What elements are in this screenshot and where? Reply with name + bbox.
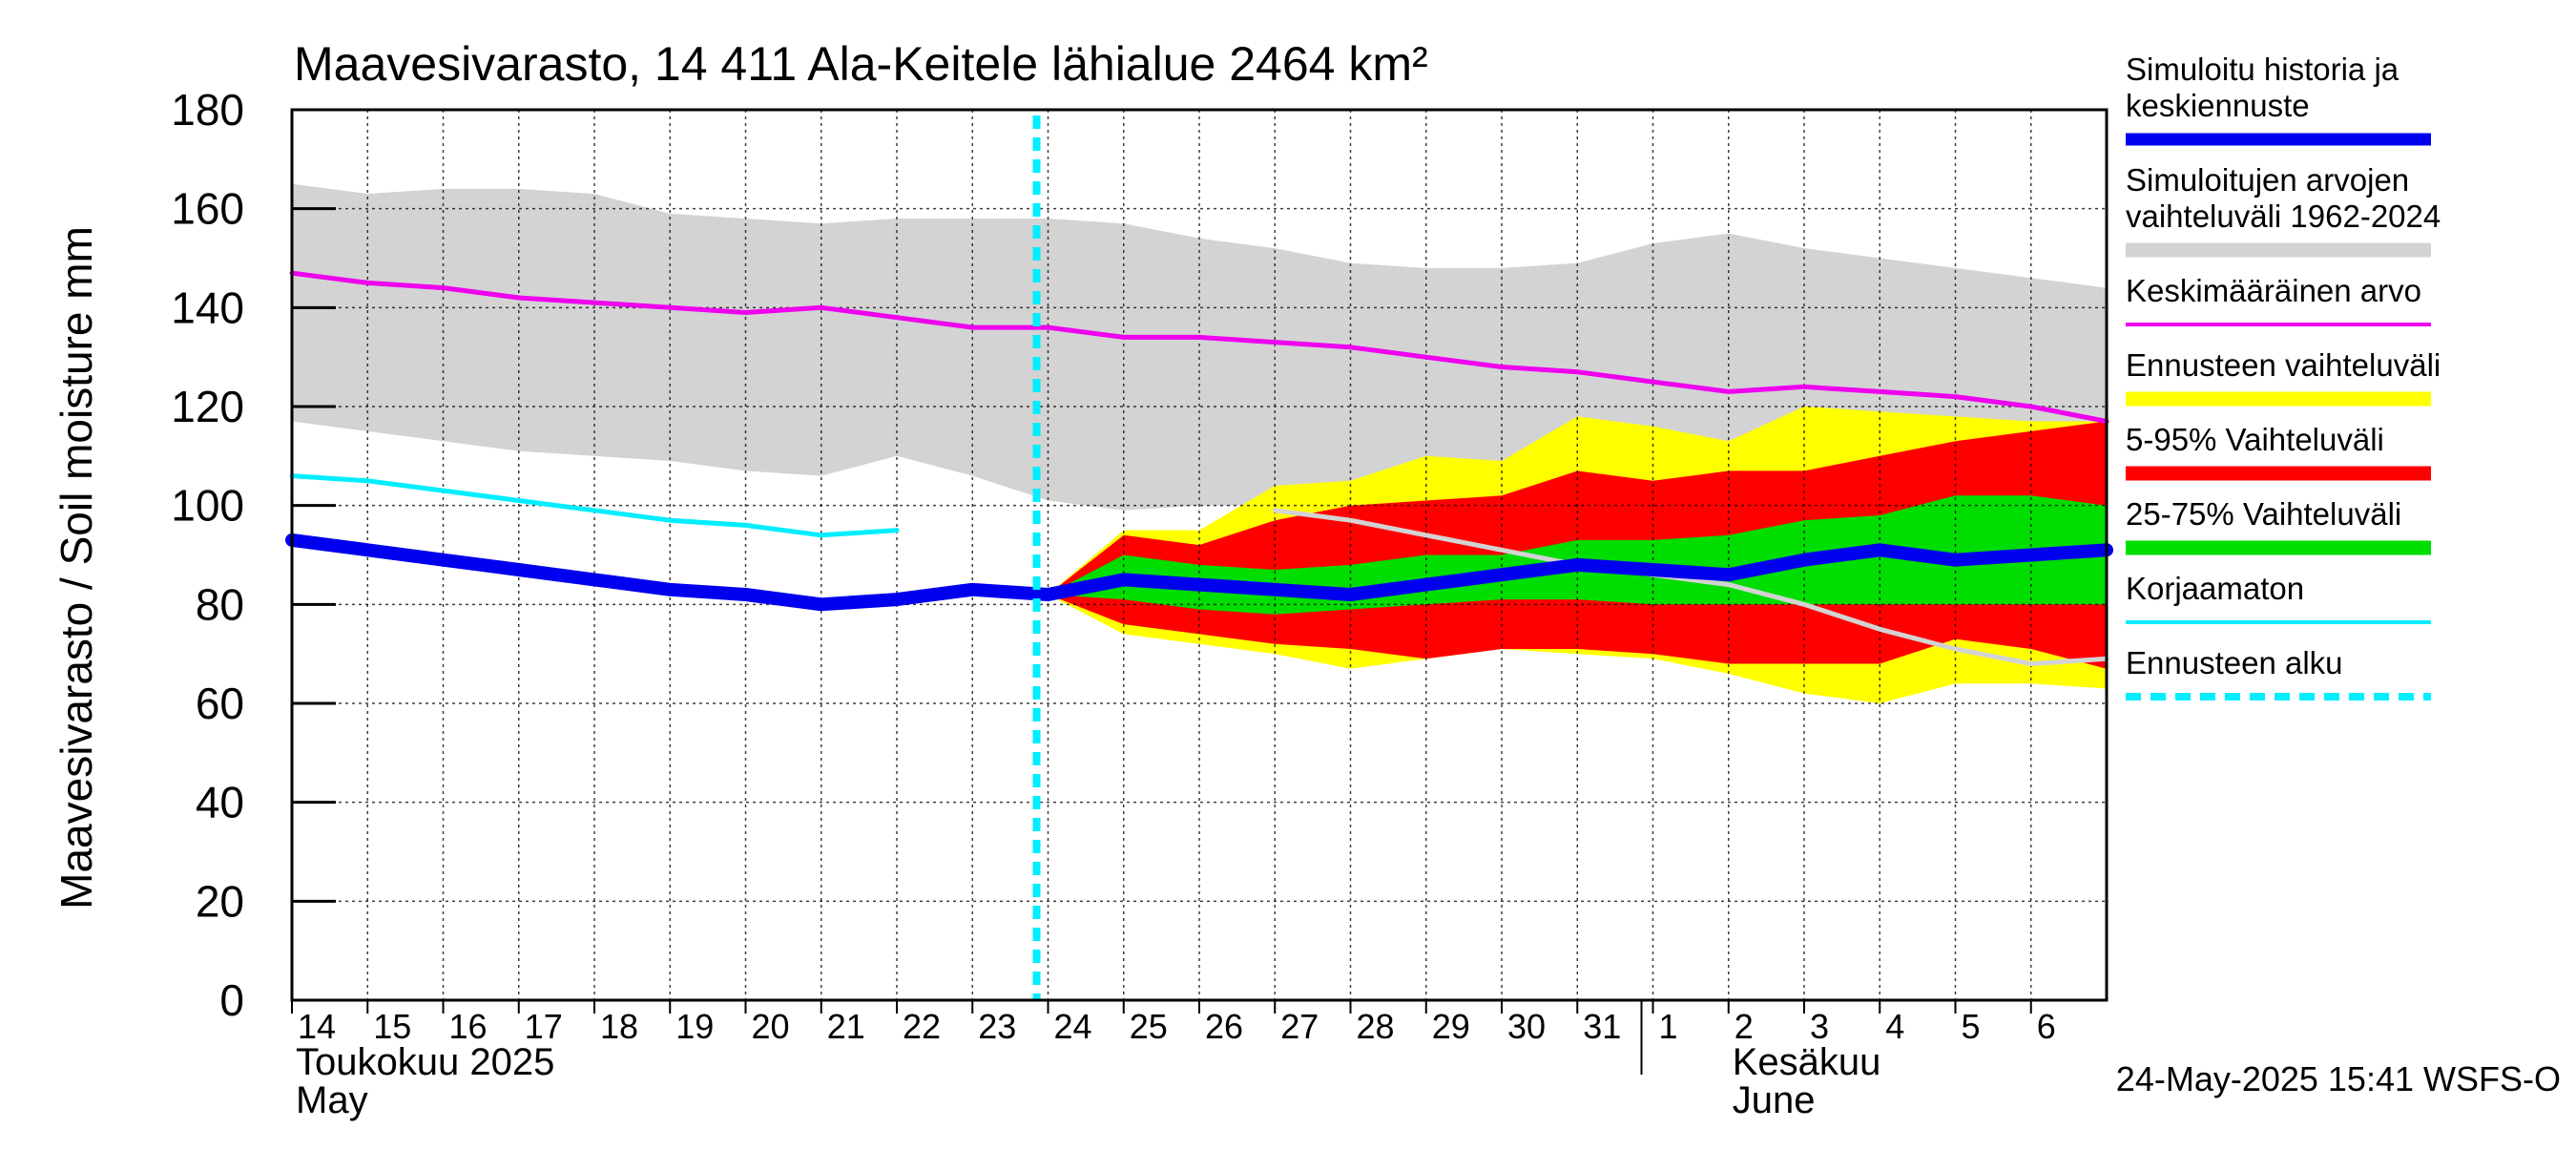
x-tick-label-5: 5 bbox=[1962, 1007, 1981, 1046]
timestamp: 24-May-2025 15:41 WSFS-O bbox=[2116, 1059, 2561, 1098]
line-mean bbox=[289, 270, 2109, 424]
line-gray_line bbox=[1272, 508, 2109, 666]
x-tick-label-25: 25 bbox=[1130, 1007, 1168, 1046]
y-tick-label-80: 80 bbox=[196, 579, 244, 629]
legend-label-forecast_range: Ennusteen vaihteluväli bbox=[2126, 347, 2441, 383]
line-sim bbox=[285, 533, 2113, 612]
legend-label-hist_range-2: vaihteluväli 1962-2024 bbox=[2126, 199, 2441, 234]
x-tick-label-20: 20 bbox=[752, 1007, 790, 1046]
y-tick-label-0: 0 bbox=[219, 975, 244, 1025]
y-tick-label-180: 180 bbox=[171, 85, 244, 135]
x-tick-label-6: 6 bbox=[2037, 1007, 2056, 1046]
legend-label-uncorrected: Korjaamaton bbox=[2126, 571, 2304, 606]
x-tick-label-1: 1 bbox=[1659, 1007, 1678, 1046]
grid bbox=[292, 110, 2107, 1000]
month-label-1: Kesäkuu bbox=[1733, 1041, 1881, 1083]
x-tick-label-17: 17 bbox=[525, 1007, 563, 1046]
x-tick-label-18: 18 bbox=[600, 1007, 638, 1046]
legend-label-hist_range: Simuloitujen arvojen bbox=[2126, 162, 2409, 198]
x-tick-label-14: 14 bbox=[298, 1007, 336, 1046]
x-tick-label-21: 21 bbox=[827, 1007, 865, 1046]
x-tick-label-3: 3 bbox=[1810, 1007, 1829, 1046]
x-tick-label-23: 23 bbox=[978, 1007, 1016, 1046]
month-label-en-1: June bbox=[1733, 1079, 1816, 1121]
plot-area bbox=[285, 110, 2113, 1000]
x-tick-label-4: 4 bbox=[1885, 1007, 1904, 1046]
y-tick-label-160: 160 bbox=[171, 184, 244, 234]
x-tick-label-15: 15 bbox=[373, 1007, 411, 1046]
y-tick-label-120: 120 bbox=[171, 382, 244, 431]
x-tick-label-31: 31 bbox=[1583, 1007, 1621, 1046]
month-label-en-0: May bbox=[296, 1079, 368, 1121]
legend-label-mean: Keskimääräinen arvo bbox=[2126, 273, 2421, 308]
x-tick-label-30: 30 bbox=[1507, 1007, 1546, 1046]
chart-title: Maavesivarasto, 14 411 Ala-Keitele lähia… bbox=[294, 37, 1428, 91]
x-tick-label-24: 24 bbox=[1054, 1007, 1092, 1046]
x-tick-label-29: 29 bbox=[1432, 1007, 1470, 1046]
x-tick-label-28: 28 bbox=[1357, 1007, 1395, 1046]
y-tick-label-20: 20 bbox=[196, 876, 244, 926]
x-tick-label-19: 19 bbox=[675, 1007, 714, 1046]
legend-label-p25_75: 25-75% Vaihteluväli bbox=[2126, 496, 2401, 532]
x-tick-label-2: 2 bbox=[1735, 1007, 1754, 1046]
x-tick-label-22: 22 bbox=[903, 1007, 941, 1046]
legend-label-p5_95: 5-95% Vaihteluväli bbox=[2126, 422, 2384, 457]
line-uncorrected bbox=[289, 473, 900, 538]
legend-label-sim: Simuloitu historia ja bbox=[2126, 52, 2399, 87]
y-axis-label: Maavesivarasto / Soil moisture mm bbox=[52, 226, 101, 910]
x-tick-label-27: 27 bbox=[1280, 1007, 1319, 1046]
y-tick-label-40: 40 bbox=[196, 778, 244, 827]
month-label-0: Toukokuu 2025 bbox=[296, 1041, 554, 1083]
y-tick-label-140: 140 bbox=[171, 282, 244, 332]
legend-label-forecast_start: Ennusteen alku bbox=[2126, 645, 2343, 680]
y-tick-label-100: 100 bbox=[171, 481, 244, 531]
band-p25_75 bbox=[1048, 495, 2107, 615]
x-tick-label-16: 16 bbox=[449, 1007, 488, 1046]
x-tick-label-26: 26 bbox=[1205, 1007, 1243, 1046]
y-tick-label-60: 60 bbox=[196, 679, 244, 728]
legend-label-sim-2: keskiennuste bbox=[2126, 88, 2310, 123]
